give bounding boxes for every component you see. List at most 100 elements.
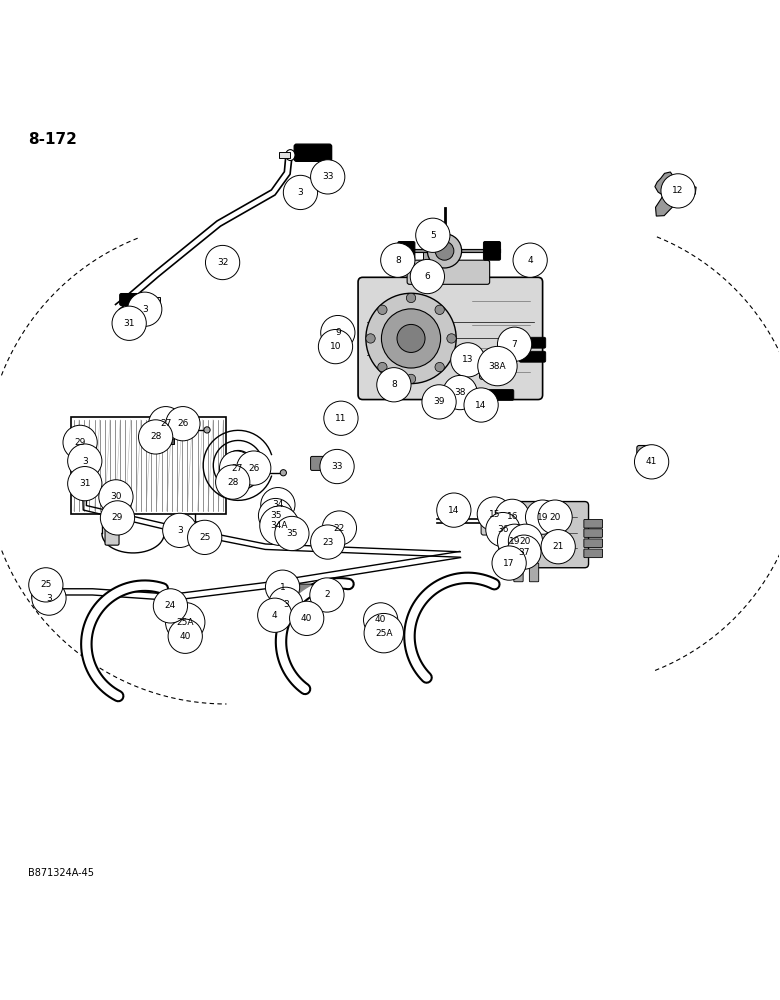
Text: 40: 40 bbox=[301, 614, 312, 623]
FancyBboxPatch shape bbox=[424, 249, 450, 264]
Circle shape bbox=[112, 306, 147, 340]
Text: 28: 28 bbox=[227, 478, 239, 487]
Text: 2: 2 bbox=[324, 590, 330, 599]
Ellipse shape bbox=[280, 470, 286, 476]
Text: 4: 4 bbox=[527, 256, 533, 265]
Circle shape bbox=[310, 525, 345, 559]
Text: 8-172: 8-172 bbox=[28, 132, 76, 147]
FancyBboxPatch shape bbox=[105, 511, 119, 545]
Text: 38A: 38A bbox=[488, 362, 506, 371]
Circle shape bbox=[310, 160, 345, 194]
Circle shape bbox=[378, 305, 387, 314]
Text: 5: 5 bbox=[430, 231, 436, 240]
Circle shape bbox=[634, 445, 668, 479]
FancyBboxPatch shape bbox=[278, 595, 290, 604]
Circle shape bbox=[265, 570, 300, 604]
FancyBboxPatch shape bbox=[326, 456, 343, 470]
Circle shape bbox=[310, 578, 344, 612]
Text: 15: 15 bbox=[488, 510, 500, 519]
Text: 3: 3 bbox=[298, 188, 303, 197]
Text: 10: 10 bbox=[330, 342, 341, 351]
Text: 11: 11 bbox=[335, 414, 346, 423]
FancyBboxPatch shape bbox=[120, 294, 147, 305]
Text: 19: 19 bbox=[537, 513, 548, 522]
Text: 16: 16 bbox=[506, 512, 518, 521]
Text: 33: 33 bbox=[332, 462, 342, 471]
FancyBboxPatch shape bbox=[165, 417, 173, 444]
Circle shape bbox=[435, 305, 445, 314]
Text: 34A: 34A bbox=[271, 521, 288, 530]
Circle shape bbox=[538, 500, 573, 534]
FancyBboxPatch shape bbox=[407, 260, 490, 284]
FancyBboxPatch shape bbox=[636, 445, 655, 472]
FancyBboxPatch shape bbox=[295, 584, 312, 595]
Text: 35: 35 bbox=[270, 511, 282, 520]
Circle shape bbox=[139, 420, 172, 454]
Circle shape bbox=[187, 520, 222, 555]
Text: 36: 36 bbox=[497, 525, 509, 534]
Text: 26: 26 bbox=[248, 464, 260, 473]
FancyBboxPatch shape bbox=[584, 549, 603, 558]
Text: 21: 21 bbox=[552, 542, 564, 551]
Text: 31: 31 bbox=[79, 479, 90, 488]
Circle shape bbox=[163, 513, 197, 547]
Polygon shape bbox=[655, 172, 696, 216]
FancyBboxPatch shape bbox=[519, 351, 546, 362]
Circle shape bbox=[32, 581, 66, 615]
Text: 38: 38 bbox=[454, 388, 466, 397]
Text: 3: 3 bbox=[142, 305, 147, 314]
Text: 1: 1 bbox=[280, 583, 285, 592]
FancyBboxPatch shape bbox=[499, 502, 589, 568]
Circle shape bbox=[268, 587, 303, 621]
Circle shape bbox=[397, 324, 425, 352]
Circle shape bbox=[205, 245, 239, 280]
Circle shape bbox=[128, 292, 162, 326]
FancyBboxPatch shape bbox=[584, 519, 603, 528]
Text: 12: 12 bbox=[672, 186, 684, 195]
Circle shape bbox=[378, 362, 387, 372]
Circle shape bbox=[322, 511, 356, 545]
Circle shape bbox=[495, 499, 530, 533]
FancyBboxPatch shape bbox=[480, 363, 504, 379]
Circle shape bbox=[492, 546, 526, 580]
Text: 8: 8 bbox=[391, 380, 397, 389]
Circle shape bbox=[541, 530, 576, 564]
FancyBboxPatch shape bbox=[584, 529, 603, 537]
Text: 9: 9 bbox=[335, 328, 341, 337]
Circle shape bbox=[289, 601, 324, 635]
Circle shape bbox=[498, 327, 532, 361]
Text: 4: 4 bbox=[272, 611, 278, 620]
Circle shape bbox=[641, 456, 651, 465]
Text: 37: 37 bbox=[518, 548, 530, 557]
Text: 39: 39 bbox=[434, 397, 445, 406]
FancyBboxPatch shape bbox=[514, 563, 523, 582]
Text: 17: 17 bbox=[503, 559, 515, 568]
Circle shape bbox=[435, 242, 454, 260]
Circle shape bbox=[416, 218, 450, 252]
Text: 25A: 25A bbox=[176, 618, 194, 627]
Circle shape bbox=[477, 346, 517, 386]
Circle shape bbox=[261, 488, 295, 522]
Circle shape bbox=[498, 524, 532, 558]
Circle shape bbox=[507, 535, 541, 569]
Circle shape bbox=[364, 613, 403, 653]
Text: 6: 6 bbox=[424, 272, 431, 281]
Circle shape bbox=[363, 603, 398, 637]
Circle shape bbox=[509, 524, 543, 558]
Circle shape bbox=[377, 368, 411, 402]
Circle shape bbox=[149, 407, 183, 441]
Circle shape bbox=[257, 598, 292, 632]
FancyBboxPatch shape bbox=[584, 539, 603, 547]
Circle shape bbox=[29, 568, 63, 602]
Circle shape bbox=[165, 603, 205, 642]
Text: 26: 26 bbox=[177, 419, 189, 428]
Circle shape bbox=[366, 334, 375, 343]
Circle shape bbox=[63, 425, 98, 460]
Circle shape bbox=[262, 495, 281, 514]
Circle shape bbox=[437, 493, 471, 527]
Circle shape bbox=[215, 465, 250, 499]
Text: 23: 23 bbox=[322, 538, 333, 547]
Text: 3: 3 bbox=[46, 594, 51, 603]
Text: 22: 22 bbox=[334, 524, 345, 533]
Circle shape bbox=[410, 259, 445, 294]
